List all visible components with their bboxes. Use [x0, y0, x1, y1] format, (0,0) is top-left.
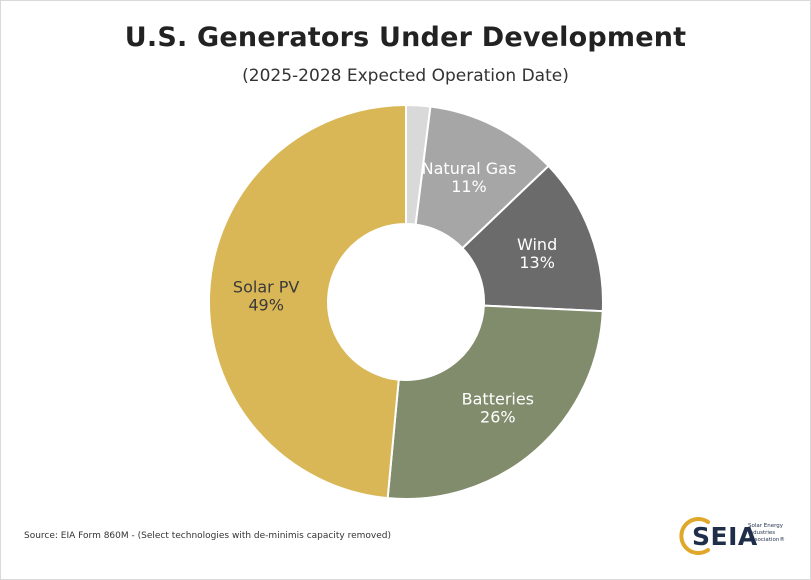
- logo-tagline: Solar Energy Industries Association®: [748, 523, 785, 543]
- slice-value-natural-gas: 11%: [451, 177, 487, 196]
- slice-label-natural-gas: Natural Gas: [422, 159, 517, 178]
- source-note: Source: EIA Form 860M - (Select technolo…: [24, 531, 391, 541]
- chart-title: U.S. Generators Under Development: [124, 22, 687, 53]
- slice-label-solar-pv: Solar PV: [233, 277, 300, 296]
- slice-label-wind: Wind: [517, 235, 557, 254]
- sun-arc-icon: [679, 517, 710, 555]
- slice-label-batteries: Batteries: [462, 390, 534, 409]
- slice-value-wind: 13%: [519, 253, 555, 272]
- slice-value-batteries: 26%: [480, 408, 516, 427]
- slice-solar-pv: [208, 103, 407, 500]
- seia-logo: SEIA Solar Energy Industries Association…: [678, 516, 790, 556]
- slice-batteries: [386, 304, 604, 500]
- slice-value-solar-pv: 49%: [248, 295, 284, 314]
- logo-wordmark: SEIA: [692, 522, 758, 551]
- chart-subtitle: (2025-2028 Expected Operation Date): [242, 66, 569, 86]
- slice-wind: [461, 164, 604, 313]
